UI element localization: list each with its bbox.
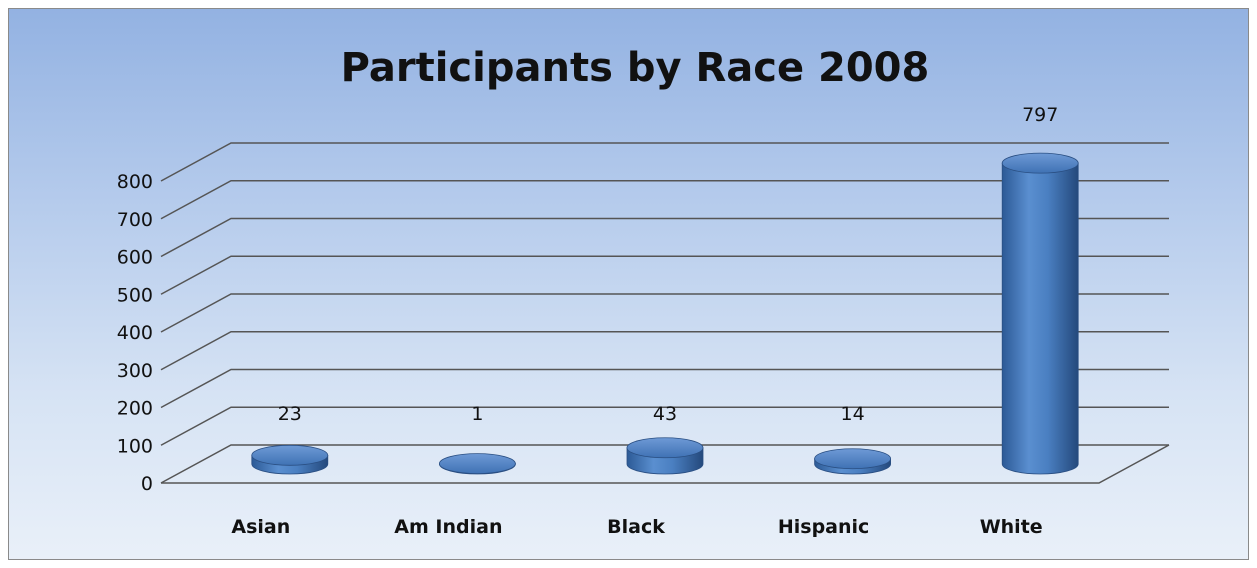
gridlines	[160, 142, 1170, 484]
gridline	[160, 368, 1169, 409]
bar	[1001, 152, 1079, 475]
chart-frame: Participants by Race 2008 0 100 200 300 400 5…	[8, 8, 1249, 560]
gridline	[160, 255, 1169, 295]
bar-body	[1001, 162, 1079, 475]
chart-title: Participants by Race 2008	[341, 45, 930, 91]
data-label: 14	[841, 403, 865, 425]
floor-edge	[161, 444, 1170, 484]
gridline	[160, 180, 1169, 220]
gridline	[160, 331, 1169, 371]
data-label: 797	[1022, 104, 1058, 126]
gridline	[160, 217, 1169, 258]
x-tick-label: Am Indian	[394, 516, 502, 538]
bar-top	[814, 448, 891, 470]
bar	[438, 453, 516, 475]
x-axis-tick-labels: Asian Am Indian Black Hispanic White	[231, 516, 1042, 538]
gridline	[160, 142, 1169, 182]
bars	[251, 152, 1079, 475]
bar-top	[1001, 152, 1079, 174]
y-tick-label: 700	[117, 209, 153, 231]
data-label: 1	[471, 403, 483, 425]
bar-top	[626, 437, 704, 459]
y-tick-label: 0	[141, 473, 153, 495]
x-tick-label: Black	[607, 516, 665, 538]
y-tick-label: 200	[117, 398, 153, 420]
data-label: 23	[278, 403, 302, 425]
y-tick-label: 500	[117, 284, 153, 306]
y-tick-label: 800	[117, 171, 153, 193]
x-tick-label: White	[980, 516, 1043, 538]
y-tick-label: 300	[117, 360, 153, 382]
data-label: 43	[653, 403, 677, 425]
bar	[251, 444, 329, 475]
y-tick-label: 600	[117, 247, 153, 269]
y-tick-label: 400	[117, 322, 153, 344]
gridline	[160, 444, 1169, 484]
gridline	[160, 293, 1169, 333]
data-labels: 23 1 43 14 797	[278, 104, 1059, 425]
bar-top	[251, 444, 329, 466]
x-tick-label: Hispanic	[778, 516, 869, 538]
y-tick-label: 100	[117, 435, 153, 457]
bar-top	[438, 453, 516, 475]
bar	[814, 448, 891, 475]
bar-chart: Participants by Race 2008 0 100 200 300 400 5…	[117, 45, 1170, 538]
gridline	[160, 406, 1169, 446]
y-axis-tick-labels: 0 100 200 300 400 500 600 700 800	[117, 171, 153, 495]
x-tick-label: Asian	[231, 516, 290, 538]
bar	[626, 437, 704, 475]
